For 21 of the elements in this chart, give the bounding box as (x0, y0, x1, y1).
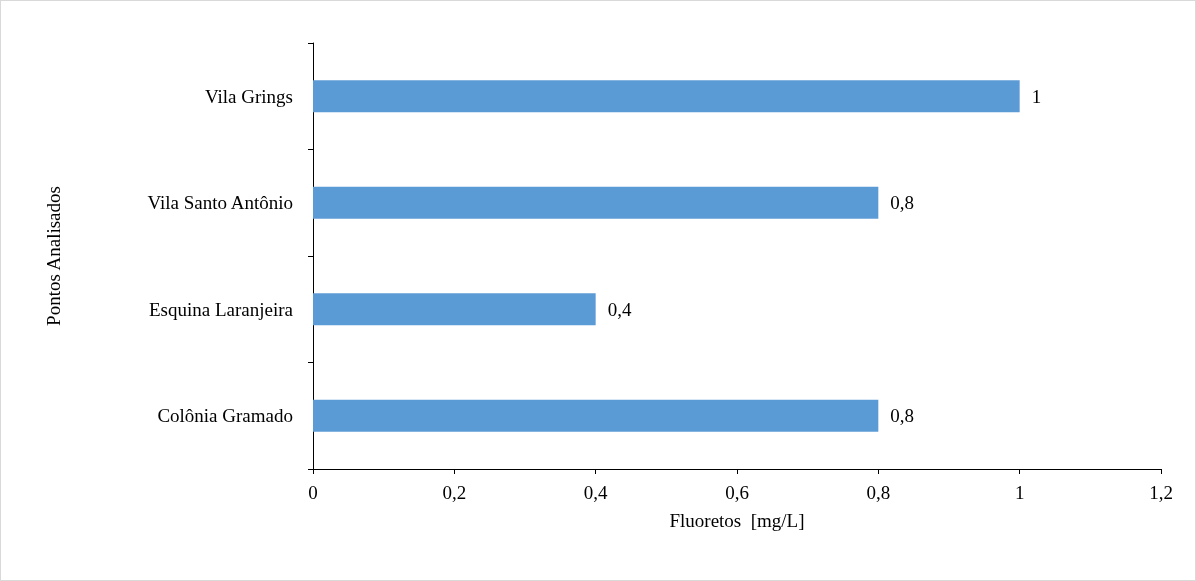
data-label: 0,8 (890, 192, 915, 214)
bar (313, 293, 596, 326)
y-axis-title: Pontos Analisados (43, 186, 64, 326)
data-label: 0,8 (890, 405, 915, 427)
y-tick-label: Esquina Laranjeira (148, 298, 294, 320)
bar (313, 80, 1020, 113)
bar (313, 186, 879, 219)
x-axis-title: Fluoretos [mg/L] (669, 510, 805, 531)
data-label: 0,4 (607, 298, 632, 320)
x-tick-label: 0,8 (866, 482, 891, 503)
y-tick-label: Vila Grings (204, 85, 293, 107)
y-tick-label: Colônia Gramado (157, 405, 293, 427)
x-tick-label: 1 (1014, 482, 1025, 503)
bar (313, 399, 879, 432)
x-tick-label: 0,2 (442, 482, 467, 503)
x-tick-label: 0,4 (583, 482, 609, 503)
data-label: 1 (1031, 85, 1042, 107)
x-tick-label: 0,6 (725, 482, 749, 503)
x-tick-label: 0 (308, 482, 318, 503)
y-tick-label: Vila Santo Antônio (147, 192, 293, 214)
x-tick-label: 1,2 (1149, 482, 1173, 503)
